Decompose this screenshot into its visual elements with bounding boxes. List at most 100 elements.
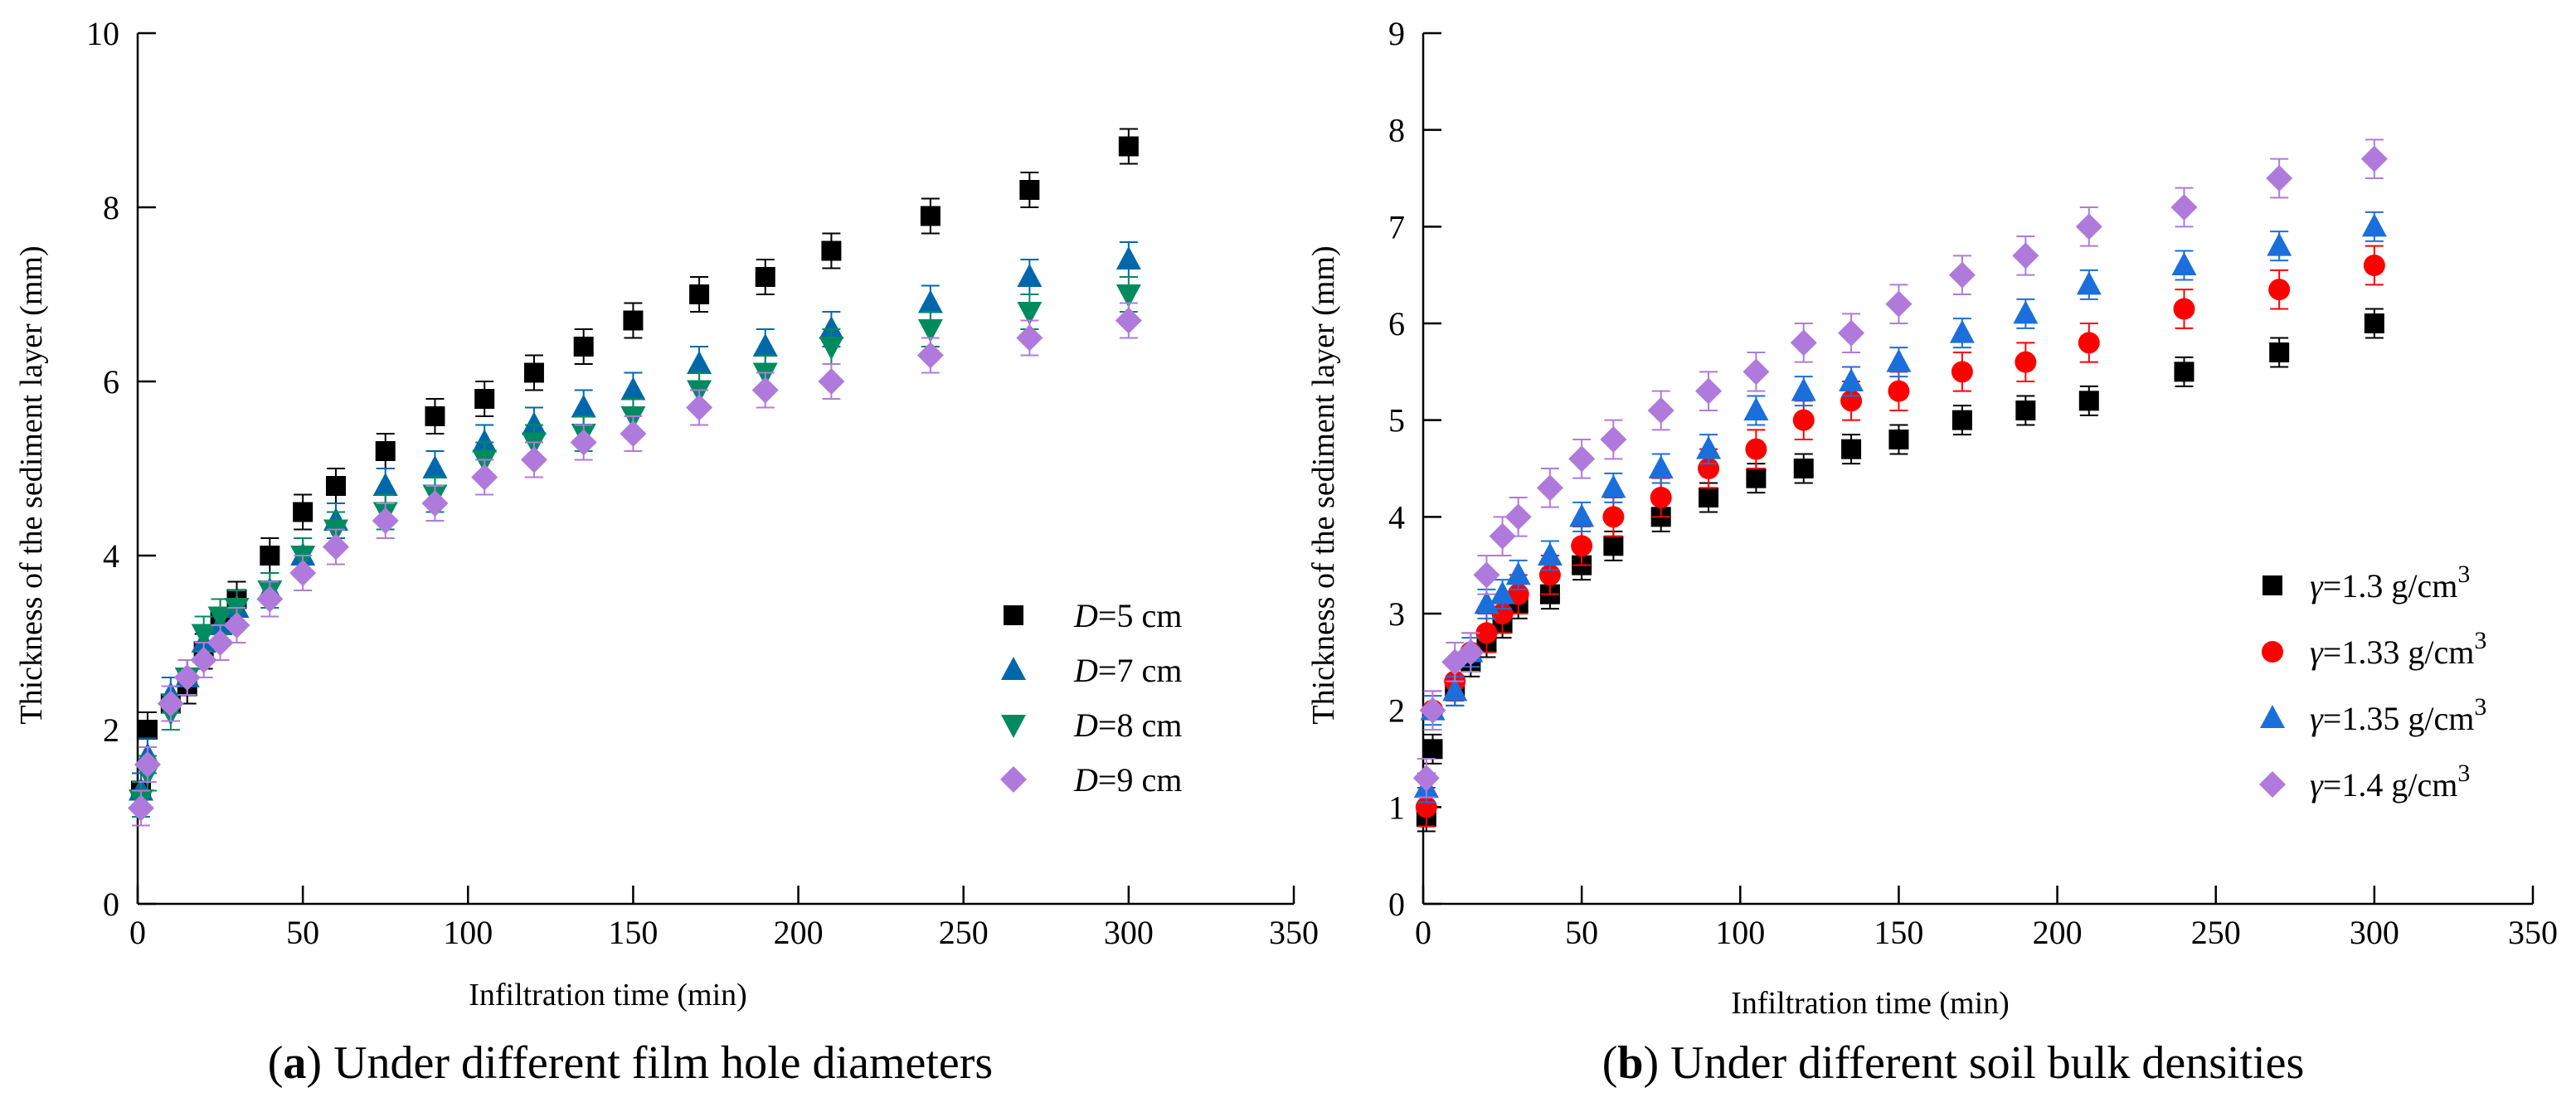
data-point: [620, 420, 647, 447]
data-point: [1650, 487, 1672, 508]
data-point: [1792, 409, 1815, 431]
data-point: [1839, 368, 1864, 391]
data-point: [1537, 542, 1563, 566]
data-point: [623, 310, 644, 331]
data-point: [2015, 351, 2037, 373]
x-axis-title: Infiltration time (min): [1731, 986, 2010, 1021]
y-tick-label: 8: [103, 189, 119, 226]
data-point: [1419, 697, 1446, 724]
data-point: [2267, 232, 2292, 256]
y-tick-label: 10: [86, 15, 119, 52]
data-point: [256, 585, 284, 613]
y-tick-label: 0: [103, 886, 119, 923]
legend-label-1: γ=1.33 g/cm3: [2310, 627, 2486, 671]
data-point: [1948, 261, 1976, 289]
x-tick-label: 100: [443, 914, 493, 951]
legend-superscript: 3: [2474, 627, 2486, 654]
chart-panel-b: 0 1 2 3 4 5 6 7 8 9 0 50 100 150 200 250 300 350 Infiltrat…: [1306, 15, 2558, 1089]
legend-variable: D: [1073, 706, 1098, 744]
data-point: [1791, 377, 1816, 401]
data-point: [474, 389, 495, 409]
x-tick-label: 200: [774, 914, 824, 951]
y-tick-label: 4: [1388, 498, 1405, 536]
data-point: [819, 316, 844, 339]
data-point: [819, 337, 844, 360]
data-point: [2363, 255, 2385, 276]
x-tick-label: 350: [1269, 914, 1319, 951]
data-point: [571, 394, 596, 418]
legend-variable: D: [1073, 597, 1098, 634]
data-point: [920, 206, 940, 226]
data-point: [1505, 561, 1531, 585]
data-point: [422, 455, 448, 478]
y-tick-label: 2: [1388, 692, 1405, 730]
data-point: [1568, 445, 1596, 473]
legend-text: =9 cm: [1098, 761, 1182, 799]
data-point: [1412, 765, 1440, 792]
y-axis-title: Thickness of the sediment layer (mm): [1306, 245, 1341, 724]
data-point: [1888, 380, 1910, 402]
series-3: [1412, 138, 2388, 799]
data-point: [2361, 213, 2387, 237]
data-point: [1648, 455, 1674, 478]
data-point: [157, 690, 184, 717]
data-point: [1602, 506, 1625, 528]
data-point: [1745, 438, 1767, 460]
data-point: [1600, 426, 1627, 453]
legend-marker-0: [2263, 575, 2282, 595]
data-point: [1951, 361, 1973, 383]
data-point: [325, 476, 346, 496]
data-point: [818, 368, 845, 395]
data-point: [1888, 430, 1909, 449]
x-tick-label: 250: [2191, 914, 2241, 951]
data-point: [1442, 677, 1468, 702]
data-point: [2174, 362, 2194, 382]
data-point: [2268, 279, 2291, 301]
y-tick-label: 9: [1388, 15, 1405, 52]
data-point: [916, 342, 944, 369]
y-tick-label: 0: [1388, 886, 1405, 923]
data-point: [1474, 590, 1499, 614]
caption-paren-close: ): [306, 1037, 322, 1089]
caption-text: Under different soil bulk densities: [1659, 1037, 2304, 1089]
data-point: [223, 612, 250, 638]
y-tick-label: 7: [1388, 208, 1405, 245]
data-point: [372, 473, 398, 496]
data-point: [751, 376, 779, 404]
data-point: [1601, 474, 1626, 498]
caption-paren-open: (: [1602, 1037, 1618, 1089]
data-point: [375, 441, 396, 461]
data-point: [1115, 246, 1141, 269]
data-point: [1115, 284, 1141, 308]
data-point: [472, 429, 498, 453]
data-point: [2012, 242, 2039, 269]
data-point: [289, 560, 317, 586]
data-point: [917, 289, 943, 313]
x-tick-label: 0: [129, 914, 146, 951]
legend-text: =7 cm: [1098, 652, 1182, 689]
data-point: [1886, 348, 1912, 372]
x-tick-label: 300: [2350, 914, 2399, 951]
data-point: [322, 533, 349, 561]
legend-marker-1: [2262, 641, 2283, 663]
data-point: [2075, 213, 2102, 240]
data-point: [1742, 358, 1770, 386]
data-point: [1743, 397, 1769, 420]
legend-label-2: γ=1.35 g/cm3: [2310, 693, 2486, 737]
data-point: [1017, 264, 1043, 287]
data-point: [1019, 180, 1040, 200]
data-point: [127, 794, 154, 822]
legend-text: =1.4 g/cm: [2323, 766, 2458, 804]
data-point: [1504, 503, 1532, 531]
x-tick-label: 300: [1104, 914, 1154, 951]
data-point: [2170, 194, 2198, 221]
legend-variable: D: [1073, 652, 1098, 689]
caption-paren-close: ): [1644, 1037, 1660, 1089]
panel-caption: (a) Under different film hole diameters: [268, 1037, 993, 1089]
data-point: [137, 720, 158, 740]
legend-variable: γ: [2310, 700, 2324, 737]
data-point: [2078, 332, 2100, 354]
legend-marker-2: [2260, 705, 2285, 728]
data-point: [1489, 522, 1516, 550]
